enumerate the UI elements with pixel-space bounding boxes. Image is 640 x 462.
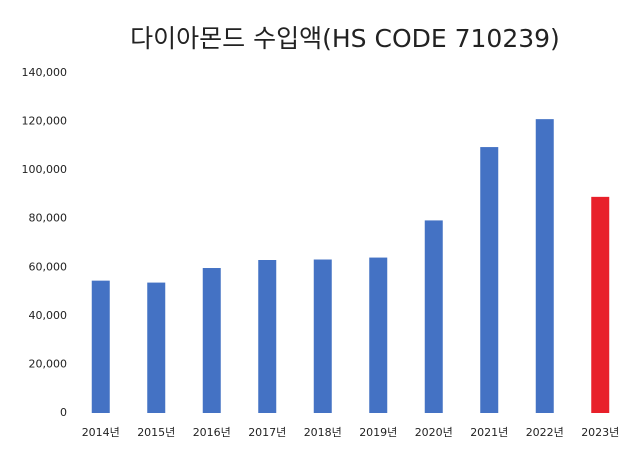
x-tick-label: 2018년: [304, 426, 342, 439]
x-tick-label: 2023년: [581, 426, 619, 439]
x-tick-label: 2020년: [415, 426, 453, 439]
y-tick-label: 0: [60, 406, 67, 419]
x-tick-label: 2017년: [248, 426, 286, 439]
x-tick-label: 2021년: [470, 426, 508, 439]
y-tick-label: 140,000: [22, 66, 68, 79]
bar: [591, 196, 610, 413]
bar: [424, 220, 443, 413]
x-tick-label: 2019년: [359, 426, 397, 439]
bar: [258, 260, 277, 413]
y-tick-label: 120,000: [22, 115, 68, 128]
y-tick-label: 100,000: [22, 163, 68, 176]
bar: [369, 257, 388, 413]
bar: [91, 280, 110, 413]
bar: [147, 282, 166, 413]
bar: [535, 119, 554, 414]
bar: [480, 147, 499, 414]
y-tick-label: 40,000: [29, 309, 68, 322]
x-tick-label: 2022년: [526, 426, 564, 439]
bar: [313, 259, 332, 413]
x-tick-label: 2014년: [82, 426, 120, 439]
y-tick-label: 80,000: [29, 212, 68, 225]
y-tick-label: 60,000: [29, 260, 68, 273]
bar: [202, 268, 221, 413]
x-tick-label: 2016년: [193, 426, 231, 439]
chart-title: 다이아몬드 수입액(HS CODE 710239): [130, 24, 560, 53]
x-tick-label: 2015년: [137, 426, 175, 439]
y-tick-label: 20,000: [29, 357, 68, 370]
